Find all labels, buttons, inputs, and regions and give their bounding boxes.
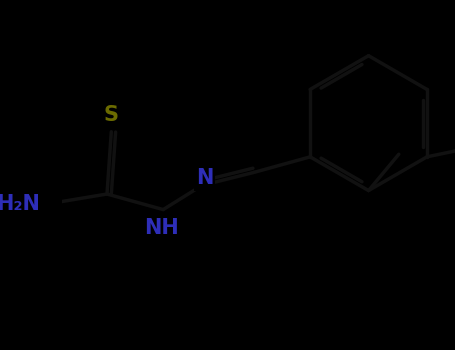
Text: H₂N: H₂N: [0, 194, 40, 215]
Text: NH: NH: [144, 218, 179, 238]
Text: N: N: [196, 168, 213, 188]
Text: S: S: [104, 105, 119, 125]
